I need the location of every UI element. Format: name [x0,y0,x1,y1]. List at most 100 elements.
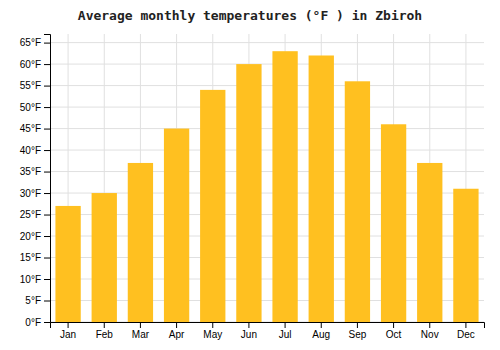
grid-line [50,150,484,151]
bar [453,189,478,322]
x-tick-label: Aug [312,329,330,340]
y-tick-label: 10°F [20,274,41,285]
y-tick: 45°F [20,123,50,134]
y-tick: 55°F [20,80,50,91]
y-tick-mark [44,150,50,151]
x-tick-mark [285,322,286,328]
x-tick-mark [68,322,69,328]
y-tick-mark [44,107,50,108]
y-tick: 10°F [20,274,50,285]
bar [55,206,80,322]
y-tick: 15°F [20,252,50,263]
x-tick-label: Nov [421,329,439,340]
x-tick: Jan [60,322,76,340]
x-tick-label: Jun [241,329,257,340]
bar [309,55,334,322]
y-tick: 30°F [20,188,50,199]
y-tick: 50°F [20,102,50,113]
x-tick-mark [248,322,249,328]
y-tick-mark [44,172,50,173]
x-tick-mark [140,322,141,328]
y-tick: 65°F [20,37,50,48]
x-tick-label: Feb [96,329,114,340]
y-tick-mark [44,215,50,216]
bar [345,81,370,322]
x-tick: Aug [312,322,330,340]
x-tick-mark [176,322,177,328]
bar [128,163,153,322]
y-tick-mark [44,129,50,130]
x-tick-label: Jul [279,329,292,340]
bar [236,64,261,322]
y-tick-label: 60°F [20,59,41,70]
grid-line [50,64,484,65]
chart: Average monthly temperatures (°F ) in Zb… [0,0,500,350]
y-tick: 5°F [25,295,50,306]
y-tick-label: 0°F [25,317,41,328]
x-axis-line [51,323,485,329]
y-tick-label: 40°F [20,145,41,156]
x-axis: Jan Feb Mar Apr May Jun Jul Aug Sep Oct Nov Dec [51,322,485,340]
y-axis: 0°F 5°F 10°F 15°F 20°F 25°F 30°F 35°F 40°F 45°F 50… [20,35,51,328]
x-tick: Apr [169,322,185,340]
x-tick: Mar [132,322,150,340]
grid-line [50,85,484,86]
x-tick-mark [321,322,322,328]
x-tick-label: Jan [60,329,76,340]
y-tick-mark [44,279,50,280]
x-tick: Oct [386,322,402,340]
y-tick: 60°F [20,59,50,70]
y-tick: 0°F [25,317,50,328]
y-tick-label: 25°F [20,209,41,220]
grid-line [50,42,484,43]
bar [164,129,189,322]
bar [272,51,297,322]
y-tick: 25°F [20,209,50,220]
x-tick-mark [393,322,394,328]
x-tick: Jul [279,322,292,340]
x-tick: May [203,322,222,340]
x-tick-label: Mar [132,329,150,340]
y-tick: 40°F [20,145,50,156]
y-tick-label: 55°F [20,80,41,91]
y-tick-label: 35°F [20,166,41,177]
x-tick-mark [357,322,358,328]
grid-line [50,107,484,108]
x-tick: Jun [241,322,257,340]
x-tick-label: Apr [169,329,185,340]
x-tick-mark [104,322,105,328]
y-tick-mark [44,301,50,302]
y-tick-label: 15°F [20,252,41,263]
x-tick-label: Oct [386,329,402,340]
bar [381,124,406,322]
x-tick: Nov [421,322,439,340]
x-tick: Dec [457,322,475,340]
y-tick-label: 30°F [20,188,41,199]
x-tick: Feb [96,322,114,340]
x-tick-mark [212,322,213,328]
y-tick-label: 45°F [20,123,41,134]
x-tick-mark [429,322,430,328]
bar [417,163,442,322]
y-tick: 20°F [20,231,50,242]
y-tick-label: 20°F [20,231,41,242]
y-tick-mark [44,193,50,194]
y-tick-label: 65°F [20,37,41,48]
y-tick-label: 50°F [20,102,41,113]
bar [92,193,117,322]
y-tick-mark [44,86,50,87]
y-axis-line [44,35,51,323]
grid-line [50,128,484,129]
bars [55,51,478,322]
plot: Jan Feb Mar Apr May Jun Jul Aug Sep Oct Nov Dec 0°F 5… [20,34,485,340]
title: Average monthly temperatures (°F ) in Zb… [78,8,422,23]
x-tick-label: May [203,329,222,340]
x-tick: Sep [349,322,367,340]
y-tick-mark [44,236,50,237]
y-tick-mark [44,64,50,65]
bar [200,90,225,322]
grid [50,34,484,322]
y-tick-mark [44,258,50,259]
y-tick-label: 5°F [25,295,41,306]
x-tick-label: Sep [349,329,367,340]
